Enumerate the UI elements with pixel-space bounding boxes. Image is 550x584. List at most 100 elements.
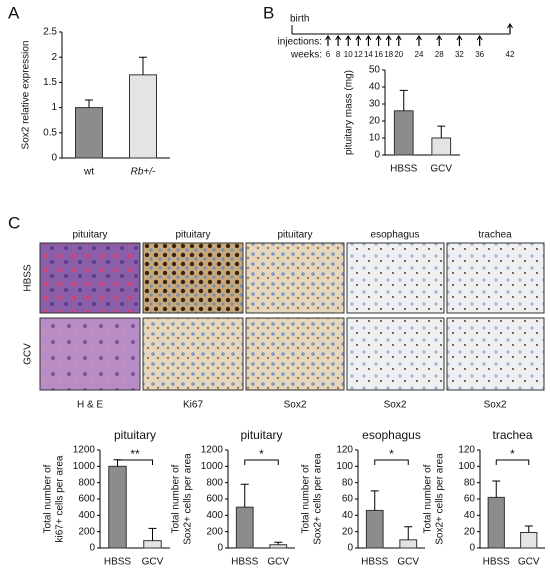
micrograph (245, 317, 345, 391)
arrow-head (335, 35, 342, 41)
y-tick-label: 40 (342, 510, 354, 521)
y-tick-label: 200 (78, 526, 95, 537)
y-tick-label: 400 (206, 510, 223, 521)
arrow-head (476, 35, 483, 41)
micrograph-grid (39, 242, 545, 391)
y-tick-label: 100 (336, 461, 353, 472)
arrow-head (456, 35, 463, 41)
bar (365, 509, 384, 549)
significance-bracket (244, 459, 279, 465)
y-tick-label: 20 (369, 116, 381, 127)
x-tick-label: Rb+/- (131, 167, 156, 178)
micrograph (346, 242, 445, 314)
error-bar (404, 526, 413, 540)
bar (399, 539, 418, 549)
chart-title: esophagus (362, 428, 421, 442)
week-label: 32 (455, 50, 464, 59)
stain-label: Sox2 (284, 400, 307, 411)
error-bar (274, 541, 283, 545)
error-bar (148, 527, 157, 541)
significance-bracket (495, 459, 530, 465)
stain-label: Sox2 (384, 400, 407, 411)
y-tick-label: 400 (78, 510, 95, 521)
week-label: 8 (336, 50, 341, 59)
y-axis-label: Sox2+ cells per area (313, 453, 324, 545)
arrow-head (436, 35, 443, 41)
x-tick-label: HBSS (361, 557, 389, 568)
timeline-birth: birth (290, 14, 309, 25)
y-axis-label: Sox2+ cells per area (183, 453, 194, 545)
y-axis-label: Sox2 relative expression (21, 41, 32, 150)
bar (75, 107, 103, 159)
y-tick-label: 10 (369, 133, 381, 144)
y-tick-label: 1000 (73, 461, 96, 472)
micrograph (346, 317, 445, 391)
micrograph (446, 317, 545, 391)
y-tick-label: 1200 (201, 445, 224, 456)
bar (487, 496, 505, 549)
week-label: 16 (374, 50, 383, 59)
micrograph (245, 242, 345, 314)
stain-label: H & E (77, 400, 103, 411)
x-tick-label: HBSS (231, 557, 259, 568)
y-axis-label: Total number of (43, 464, 54, 533)
panel-letter: B (263, 3, 274, 22)
micrograph (142, 317, 244, 391)
y-tick-label: 100 (458, 461, 475, 472)
micrograph (142, 242, 244, 314)
y-tick-label: 30 (369, 99, 381, 110)
y-tick-label: 120 (458, 445, 475, 456)
y-tick-label: 2.5 (43, 27, 57, 38)
bar (431, 137, 452, 156)
y-tick-label: 600 (78, 494, 95, 505)
y-tick-label: 0 (374, 150, 380, 161)
week-label: 36 (475, 50, 484, 59)
x-tick-label: GCV (142, 557, 164, 568)
y-axis-label: pituitary mass (mg) (344, 70, 355, 155)
significance-label: * (510, 447, 515, 461)
week-label: 14 (364, 50, 373, 59)
micrograph (39, 242, 141, 314)
y-tick-label: 1 (51, 102, 57, 113)
arrow-head (507, 23, 513, 29)
bar (235, 506, 254, 549)
bar (129, 74, 157, 159)
error-bar (492, 480, 501, 498)
y-axis-label: Total number of (423, 464, 434, 533)
row-label: HBSS (23, 264, 34, 292)
y-tick-label: 1.5 (43, 77, 57, 88)
error-bar (437, 125, 446, 138)
y-tick-label: 80 (342, 477, 354, 488)
chart-title: pituitary (240, 428, 282, 442)
stain-label: Ki67 (183, 400, 203, 411)
week-label: 20 (394, 50, 403, 59)
y-tick-label: 800 (78, 477, 95, 488)
significance-label: ** (130, 447, 140, 461)
arrow-head (355, 35, 362, 41)
x-tick-label: HBSS (104, 557, 132, 568)
error-bar (240, 483, 249, 508)
arrow-head (416, 35, 422, 41)
y-tick-label: 120 (336, 445, 353, 456)
bar (108, 465, 127, 549)
y-axis-label: Total number of (301, 464, 312, 533)
bar (520, 531, 538, 549)
error-bar (370, 490, 379, 511)
column-title: pituitary (175, 230, 210, 241)
x-tick-label: GCV (518, 557, 540, 568)
x-tick-label: GCV (267, 557, 289, 568)
y-tick-label: 50 (369, 65, 381, 76)
significance-label: * (259, 447, 264, 461)
column-title: trachea (478, 230, 512, 241)
x-tick-label: HBSS (390, 164, 418, 175)
week-label: 18 (384, 50, 393, 59)
week-label: 42 (506, 50, 515, 59)
week-label: 10 (344, 50, 353, 59)
x-tick-label: GCV (397, 557, 419, 568)
column-title: pituitary (277, 230, 312, 241)
error-bar (139, 56, 147, 75)
y-tick-label: 0 (89, 543, 95, 554)
week-label: 6 (326, 50, 331, 59)
y-tick-label: 0 (51, 153, 57, 164)
